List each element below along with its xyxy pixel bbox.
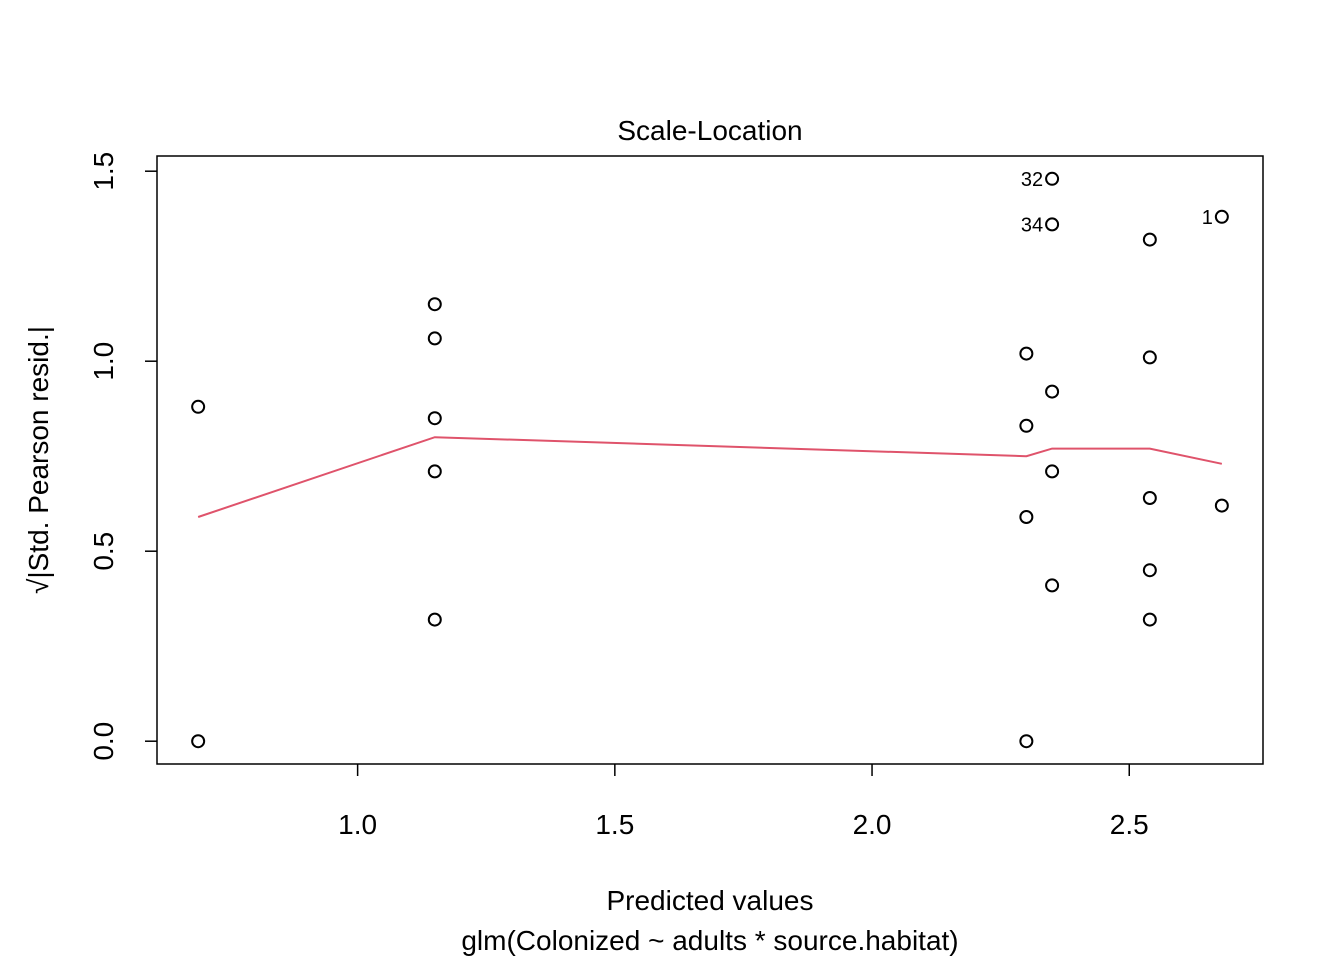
- data-point: [1045, 464, 1060, 479]
- y-axis: 0.0 0.5 1.0 1.5: [88, 152, 157, 761]
- x-tick-label: 2.0: [853, 809, 892, 840]
- point-label: 32: [1021, 169, 1043, 191]
- y-axis-label: √|Std. Pearson resid.|: [23, 326, 54, 594]
- x-axis-label: Predicted values: [606, 885, 813, 916]
- data-point: [1019, 510, 1034, 524]
- data-point: [1214, 209, 1229, 224]
- data-point: [1019, 418, 1034, 433]
- smooth-line: [197, 436, 1223, 518]
- y-tick-label: 0.0: [88, 722, 119, 761]
- data-point: [427, 464, 442, 479]
- x-tick-label: 2.5: [1110, 809, 1149, 840]
- data-point: [1142, 491, 1157, 505]
- chart-subtitle: glm(Colonized ~ adults * source.habitat): [461, 925, 958, 956]
- data-point: [1045, 384, 1060, 399]
- data-point: [1045, 217, 1060, 232]
- x-tick-label: 1.0: [338, 809, 377, 840]
- x-tick-label: 1.5: [595, 809, 634, 840]
- data-point: [191, 734, 206, 749]
- chart-title: Scale-Location: [617, 115, 802, 146]
- data-point: [1142, 612, 1157, 627]
- data-point: [1019, 346, 1034, 361]
- data-point: [1045, 578, 1060, 593]
- point-label: 34: [1021, 214, 1043, 236]
- data-point: [427, 411, 442, 426]
- data-point: [427, 612, 442, 627]
- y-tick-label: 1.0: [88, 342, 119, 381]
- x-axis: 1.0 1.5 2.0 2.5: [338, 764, 1149, 840]
- data-point: [1019, 734, 1034, 749]
- data-point: [1142, 350, 1157, 365]
- data-point: [1142, 232, 1157, 247]
- y-tick-label: 0.5: [88, 532, 119, 571]
- data-point: [1045, 171, 1060, 186]
- y-tick-label: 1.5: [88, 152, 119, 191]
- points-layer: 32 34 1: [191, 169, 1229, 749]
- point-label: 1: [1202, 207, 1213, 229]
- data-point: [1142, 563, 1157, 578]
- data-point: [1214, 498, 1229, 513]
- data-point: [427, 297, 442, 312]
- data-point: [427, 331, 442, 346]
- plot-area-frame: [156, 155, 1264, 765]
- data-point: [191, 399, 206, 414]
- smooth-line-layer: [197, 436, 1223, 518]
